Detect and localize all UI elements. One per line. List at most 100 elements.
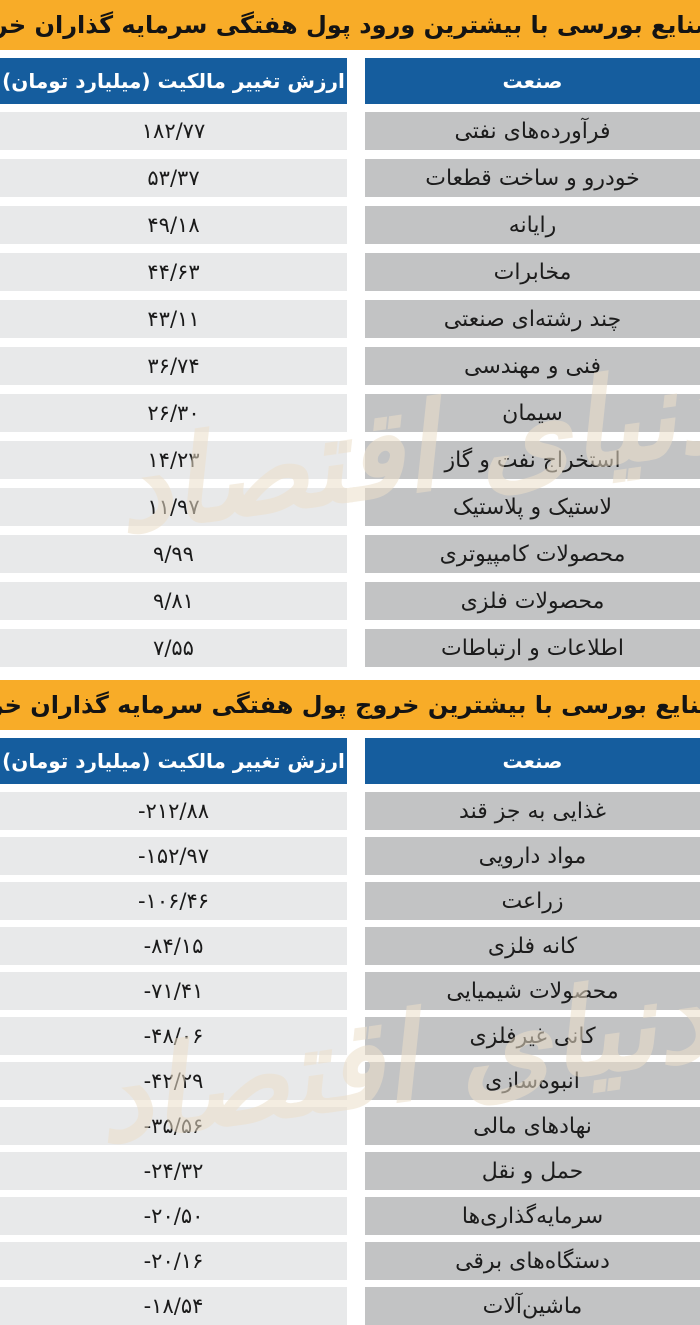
- industry-cell: لاستیک و پلاستیک: [365, 488, 700, 526]
- ownership-change-value: ۱۴/۲۳: [147, 448, 200, 472]
- industry-cell: دستگاه‌های برقی: [365, 1242, 700, 1280]
- industry-name: فنی و مهندسی: [464, 353, 601, 379]
- industry-name: غذایی به جز قند: [459, 798, 606, 824]
- ownership-change-value: ۹/۹۹: [153, 542, 194, 566]
- ownership-change-value: -۲۴/۳۲: [143, 1159, 204, 1183]
- industry-name: خودرو و ساخت قطعات: [425, 165, 640, 191]
- table-row: فرآورده‌های نفتی ۱۸۲/۷۷: [0, 112, 700, 150]
- value-cell: -۲۰/۱۶: [0, 1242, 347, 1280]
- value-cell: -۱۰۶/۴۶: [0, 882, 347, 920]
- ownership-change-value: ۱۸۲/۷۷: [141, 119, 206, 143]
- ownership-change-value: ۲۶/۳۰: [147, 401, 200, 425]
- table-row: خودرو و ساخت قطعات ۵۳/۳۷: [0, 159, 700, 197]
- ownership-change-value: ۴۹/۱۸: [147, 213, 200, 237]
- outflow-industry-column-header: صنعت: [365, 738, 700, 784]
- industry-cell: استخراج نفت و گاز: [365, 441, 700, 479]
- ownership-change-value: -۱۵۲/۹۷: [137, 844, 210, 868]
- industry-cell: حمل و نقل: [365, 1152, 700, 1190]
- outflow-rows: غذایی به جز قند -۲۱۲/۸۸ مواد دارویی -۱۵۲…: [0, 792, 700, 1325]
- table-row: کانی غیرفلزی -۴۸/۰۶: [0, 1017, 700, 1055]
- industry-name: مخابرات: [493, 259, 572, 285]
- table-row: ماشین‌آلات -۱۸/۵۴: [0, 1287, 700, 1325]
- ownership-change-value: -۲۱۲/۸۸: [137, 799, 210, 823]
- table-row: رایانه ۴۹/۱۸: [0, 206, 700, 244]
- ownership-change-value: -۲۰/۵۰: [143, 1204, 204, 1228]
- industry-name: سیمان: [502, 400, 563, 426]
- outflow-title: صنایع بورسی با بیشترین خروج پول هفتگی سر…: [0, 691, 700, 719]
- industry-name: دستگاه‌های برقی: [455, 1248, 610, 1274]
- value-cell: -۸۴/۱۵: [0, 927, 347, 965]
- industry-name: حمل و نقل: [481, 1158, 584, 1184]
- ownership-change-value: ۱۱/۹۷: [147, 495, 200, 519]
- industry-cell: نهادهای مالی: [365, 1107, 700, 1145]
- value-cell: -۳۵/۵۶: [0, 1107, 347, 1145]
- industry-cell: چند رشته‌ای صنعتی: [365, 300, 700, 338]
- industry-name: محصولات کامپیوتری: [439, 541, 626, 567]
- outflow-title-bar: صنایع بورسی با بیشترین خروج پول هفتگی سر…: [0, 680, 700, 730]
- industry-cell: خودرو و ساخت قطعات: [365, 159, 700, 197]
- table-row: مواد دارویی -۱۵۲/۹۷: [0, 837, 700, 875]
- value-cell: -۴۲/۲۹: [0, 1062, 347, 1100]
- inflow-value-column-header: ارزش تغییر مالکیت (میلیارد تومان): [0, 58, 347, 104]
- table-row: انبوه‌سازی -۴۲/۲۹: [0, 1062, 700, 1100]
- ownership-change-value: ۷/۵۵: [153, 636, 194, 660]
- table-row: زراعت -۱۰۶/۴۶: [0, 882, 700, 920]
- outflow-header-row: صنعت ارزش تغییر مالکیت (میلیارد تومان): [0, 738, 700, 784]
- industry-cell: محصولات فلزی: [365, 582, 700, 620]
- value-cell: ۱۸۲/۷۷: [0, 112, 347, 150]
- table-row: محصولات کامپیوتری ۹/۹۹: [0, 535, 700, 573]
- inflow-industry-column-header: صنعت: [365, 58, 700, 104]
- value-cell: ۵۳/۳۷: [0, 159, 347, 197]
- value-cell: ۱۱/۹۷: [0, 488, 347, 526]
- inflow-header-row: صنعت ارزش تغییر مالکیت (میلیارد تومان): [0, 58, 700, 104]
- industry-cell: فنی و مهندسی: [365, 347, 700, 385]
- value-cell: ۴۴/۶۳: [0, 253, 347, 291]
- ownership-change-value: ۹/۸۱: [153, 589, 194, 613]
- ownership-change-value: ۴۳/۱۱: [147, 307, 200, 331]
- industry-cell: زراعت: [365, 882, 700, 920]
- ownership-change-value: -۴۸/۰۶: [143, 1024, 204, 1048]
- value-cell: -۲۱۲/۸۸: [0, 792, 347, 830]
- industry-name: فرآورده‌های نفتی: [454, 118, 611, 144]
- industry-name: انبوه‌سازی: [485, 1068, 580, 1094]
- value-cell: -۴۸/۰۶: [0, 1017, 347, 1055]
- ownership-change-value: -۱۸/۵۴: [143, 1294, 204, 1318]
- table-row: محصولات فلزی ۹/۸۱: [0, 582, 700, 620]
- industry-name: رایانه: [508, 212, 557, 238]
- table-row: لاستیک و پلاستیک ۱۱/۹۷: [0, 488, 700, 526]
- ownership-change-value: -۳۵/۵۶: [143, 1114, 204, 1138]
- value-cell: ۹/۹۹: [0, 535, 347, 573]
- industry-cell: رایانه: [365, 206, 700, 244]
- value-cell: -۲۴/۳۲: [0, 1152, 347, 1190]
- industry-cell: محصولات شیمیایی: [365, 972, 700, 1010]
- ownership-change-value: -۲۰/۱۶: [143, 1249, 204, 1273]
- value-cell: -۱۸/۵۴: [0, 1287, 347, 1325]
- industry-cell: سرمایه‌گذاری‌ها: [365, 1197, 700, 1235]
- value-cell: -۱۵۲/۹۷: [0, 837, 347, 875]
- value-cell: ۴۹/۱۸: [0, 206, 347, 244]
- industry-name: ماشین‌آلات: [482, 1293, 583, 1319]
- industry-name: محصولات شیمیایی: [446, 978, 619, 1004]
- outflow-panel: صنایع بورسی با بیشترین خروج پول هفتگی سر…: [0, 680, 700, 1325]
- industry-cell: مواد دارویی: [365, 837, 700, 875]
- value-cell: ۲۶/۳۰: [0, 394, 347, 432]
- value-cell: ۳۶/۷۴: [0, 347, 347, 385]
- table-row: دستگاه‌های برقی -۲۰/۱۶: [0, 1242, 700, 1280]
- inflow-title-bar: صنایع بورسی با بیشترین ورود پول هفتگی سر…: [0, 0, 700, 50]
- industry-name: استخراج نفت و گاز: [444, 447, 621, 473]
- table-row: اطلاعات و ارتباطات ۷/۵۵: [0, 629, 700, 667]
- ownership-change-value: -۱۰۶/۴۶: [137, 889, 210, 913]
- industry-cell: ماشین‌آلات: [365, 1287, 700, 1325]
- value-cell: -۲۰/۵۰: [0, 1197, 347, 1235]
- industry-cell: کانی غیرفلزی: [365, 1017, 700, 1055]
- industry-cell: کانه فلزی: [365, 927, 700, 965]
- industry-cell: مخابرات: [365, 253, 700, 291]
- industry-cell: سیمان: [365, 394, 700, 432]
- industry-cell: غذایی به جز قند: [365, 792, 700, 830]
- table-row: غذایی به جز قند -۲۱۲/۸۸: [0, 792, 700, 830]
- ownership-change-value: -۷۱/۴۱: [143, 979, 204, 1003]
- industry-name: نهادهای مالی: [473, 1113, 592, 1139]
- inflow-title: صنایع بورسی با بیشترین ورود پول هفتگی سر…: [0, 11, 700, 39]
- industry-name: اطلاعات و ارتباطات: [440, 635, 625, 661]
- ownership-change-value: ۴۴/۶۳: [147, 260, 200, 284]
